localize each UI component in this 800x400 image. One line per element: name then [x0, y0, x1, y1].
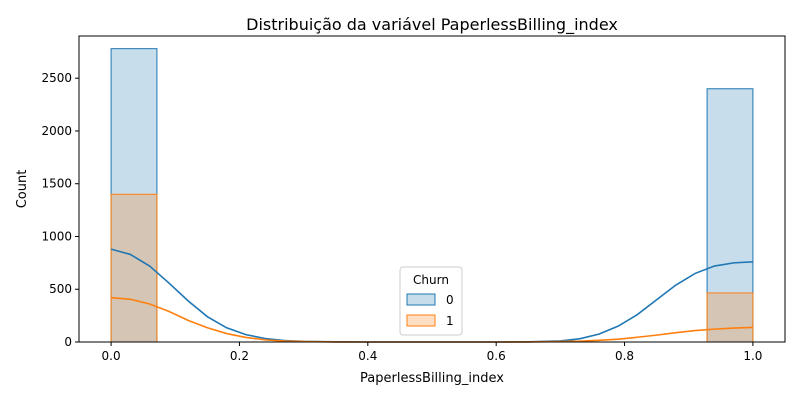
x-axis: 0.0 0.2 0.4 0.6 0.8 1.0: [102, 342, 762, 363]
legend: Churn 0 1: [399, 266, 463, 336]
x-tick-label: 1.0: [743, 349, 762, 363]
y-tick-label: 1500: [41, 177, 72, 191]
plot-area: [110, 48, 754, 343]
y-tick-label: 2500: [41, 71, 72, 85]
x-tick-label: 0.2: [230, 349, 249, 363]
x-tick-label: 0.4: [358, 349, 377, 363]
bar-series-1-bin-1: [706, 292, 754, 343]
bar-series-1-bin-0: [110, 193, 158, 343]
y-axis-label: Count: [15, 170, 30, 209]
legend-label-0: 0: [446, 293, 454, 307]
y-tick-label: 1000: [41, 229, 72, 243]
legend-box: [399, 266, 463, 336]
y-tick-label: 500: [49, 282, 72, 296]
x-axis-label: PaperlessBilling_index: [360, 371, 504, 386]
legend-title: Churn: [413, 273, 449, 287]
legend-label-1: 1: [446, 314, 454, 328]
y-axis: 0 500 1000 1500 2000 2500: [41, 71, 79, 349]
bar-series-0-bin-0: [110, 48, 158, 343]
x-tick-label: 0.6: [487, 349, 506, 363]
legend-swatch-1: [406, 314, 436, 327]
plot-frame: [78, 35, 786, 343]
x-tick-label: 0.8: [615, 349, 634, 363]
x-tick-label: 0.0: [102, 349, 121, 363]
bar-series-0-bin-1: [706, 88, 754, 343]
legend-swatch-0: [406, 293, 436, 306]
y-tick-label: 2000: [41, 124, 72, 138]
chart-title: Distribuição da variável PaperlessBillin…: [246, 15, 618, 35]
y-tick-label: 0: [64, 335, 72, 349]
